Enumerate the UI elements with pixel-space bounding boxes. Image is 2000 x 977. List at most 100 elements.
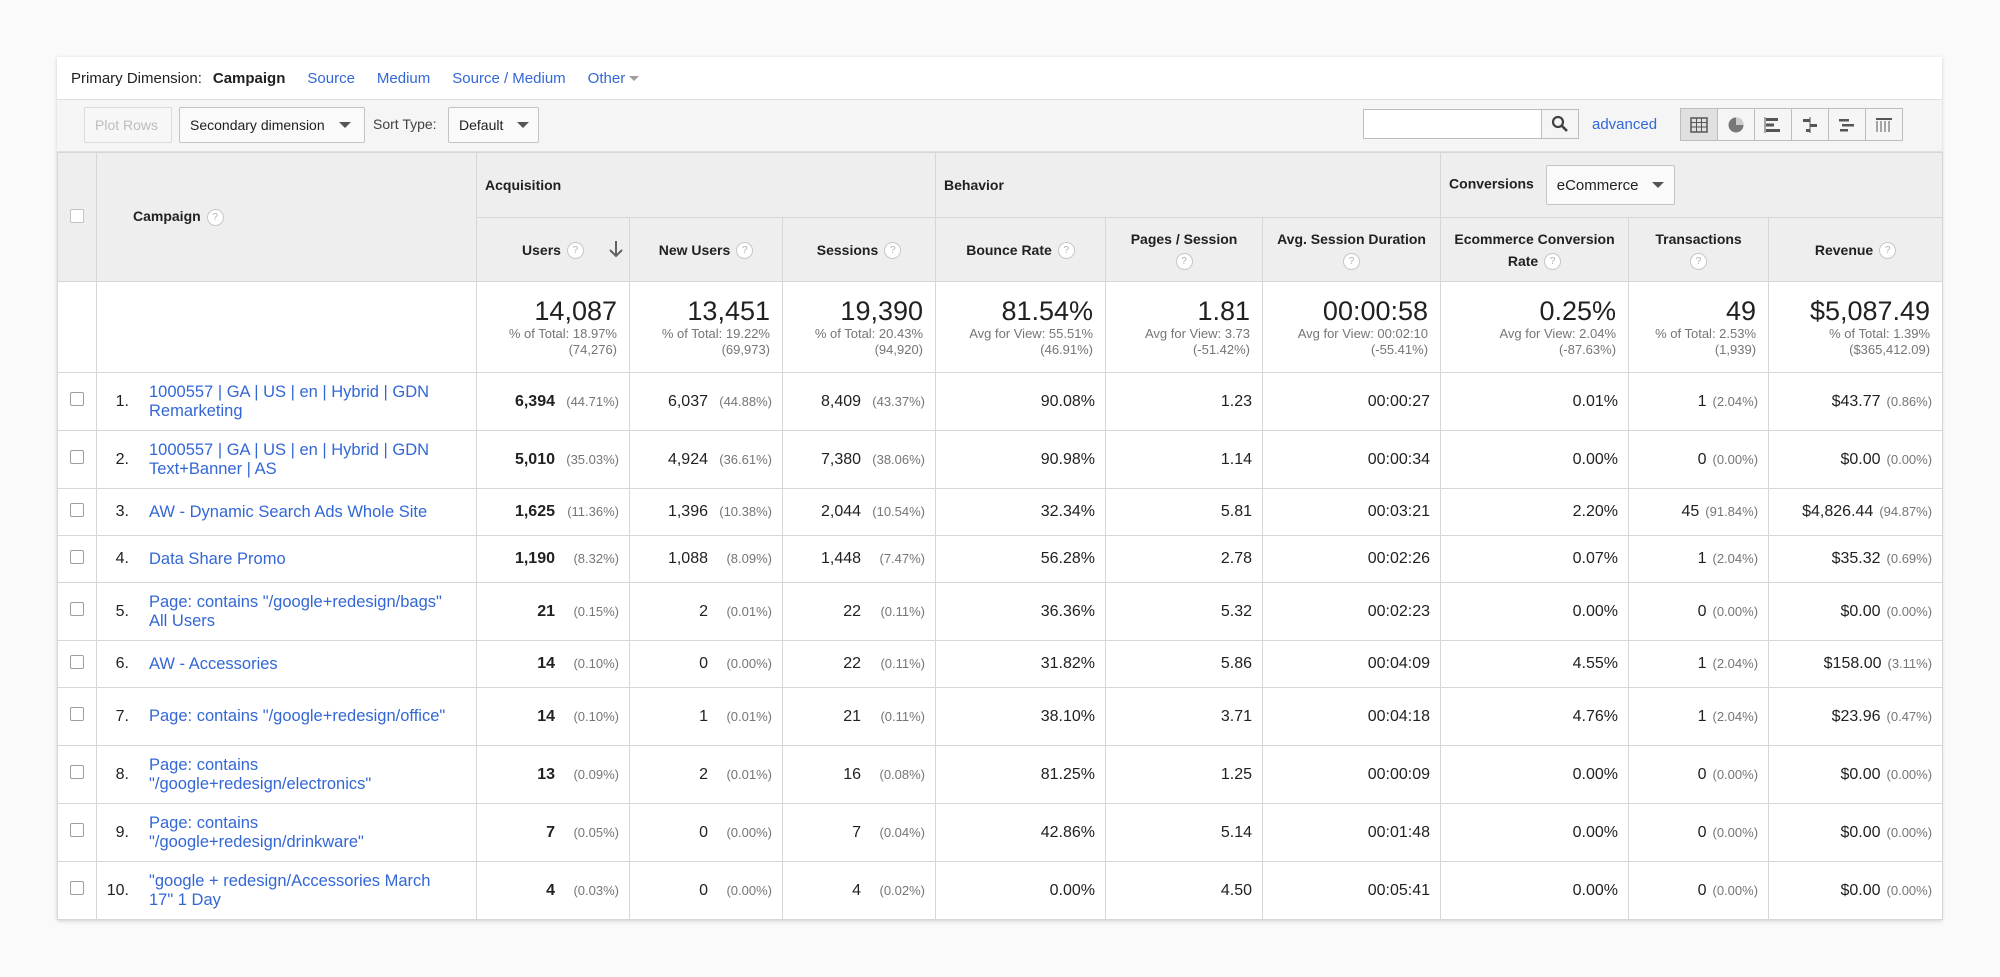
totals-new-users: 13,451% of Total: 19.22% (69,973) (629, 281, 783, 373)
help-icon[interactable]: ? (1690, 253, 1708, 271)
table-row: 1. 1000557 | GA | US | en | Hybrid | GDN … (57, 372, 1944, 431)
pivot-view-button[interactable] (1866, 109, 1902, 140)
campaign-link[interactable]: Page: contains "/google+redesign/electro… (149, 755, 372, 793)
revenue-value: $4,826.44 (1802, 503, 1874, 520)
new-users-cell: 1,396 (10.38%) (629, 488, 783, 536)
pages-session-cell: 2.78 (1105, 535, 1264, 583)
help-icon[interactable]: ? (206, 208, 224, 226)
help-icon[interactable]: ? (566, 242, 584, 260)
campaign-link[interactable]: Page: contains "/google+redesign/bags" A… (149, 592, 442, 630)
row-checkbox[interactable] (70, 823, 84, 837)
transactions-cell: 0 (0.00%) (1628, 430, 1770, 489)
users-value: 14 (537, 707, 555, 725)
comparison-view-icon (1803, 116, 1817, 133)
help-icon[interactable]: ? (884, 242, 902, 260)
help-icon[interactable]: ? (1343, 253, 1361, 271)
transactions-value: 1 (1697, 550, 1707, 567)
table-row: 10. "google + redesign/Accessories March … (57, 861, 1944, 920)
help-icon[interactable]: ? (1879, 242, 1897, 260)
secondary-dimension-dropdown[interactable]: Secondary dimension (179, 107, 365, 143)
row-checkbox[interactable] (70, 881, 84, 895)
new-users-cell: 2 (0.01%) (629, 745, 783, 804)
row-checkbox[interactable] (70, 392, 84, 406)
users-cell: 4 (0.03%) (476, 861, 630, 920)
row-checkbox[interactable] (70, 765, 84, 779)
totals-avg-session-duration: 00:00:58 Avg for View: 00:02:10 (-55.41%) (1262, 281, 1442, 373)
transactions-header-label: Transactions (1655, 230, 1742, 247)
row-number: 6. (115, 655, 129, 672)
conversion-rate-cell: 0.00% (1440, 745, 1630, 804)
users-value: 5,010 (514, 450, 555, 468)
campaign-link[interactable]: Page: contains "/google+redesign/drinkwa… (149, 813, 364, 851)
table-view-icon (1690, 116, 1708, 133)
dimension-other[interactable]: Other (588, 70, 640, 87)
advanced-filter-link[interactable]: advanced (1592, 116, 1658, 133)
term-cloud-icon (1839, 118, 1854, 131)
ecommerce-conversion-rate-column-header[interactable]: Ecommerce Conversion Rate? (1440, 217, 1630, 282)
conversions-goal-dropdown[interactable]: eCommerce (1545, 165, 1676, 205)
new-users-percent: (10.38%) (719, 504, 772, 519)
revenue-value: $43.77 (1831, 392, 1881, 410)
campaign-link[interactable]: 1000557 | GA | US | en | Hybrid | GDN Te… (149, 440, 430, 478)
dimension-source[interactable]: Source (307, 69, 355, 87)
transactions-cell: 0 (0.00%) (1628, 582, 1770, 641)
transactions-value: 45 (1681, 503, 1700, 520)
row-checkbox[interactable] (70, 549, 84, 564)
revenue-cell: $35.32 (0.69%) (1768, 535, 1944, 583)
dimension-medium[interactable]: Medium (376, 69, 431, 87)
pie-view-button[interactable] (1718, 109, 1755, 140)
table-search (1363, 109, 1579, 139)
row-checkbox[interactable] (70, 707, 84, 721)
help-icon[interactable]: ? (1544, 253, 1562, 271)
help-icon[interactable]: ? (1175, 253, 1193, 271)
campaign-link[interactable]: "google + redesign/Accessories March 17"… (149, 871, 431, 909)
plot-rows-button[interactable]: Plot Rows (84, 107, 172, 143)
sessions-percent: (0.04%) (879, 824, 926, 840)
dimension-source-medium[interactable]: Source / Medium (452, 69, 566, 87)
row-checkbox[interactable] (70, 450, 84, 464)
chevron-down-icon (517, 122, 530, 128)
campaign-cell: 7. Page: contains "/google+redesign/offic… (96, 687, 477, 746)
sessions-value: 7 (852, 823, 862, 841)
table-view-button[interactable] (1681, 109, 1718, 140)
help-icon[interactable]: ? (736, 242, 754, 260)
users-percent: (0.03%) (573, 882, 619, 898)
revenue-header-label: Revenue (1814, 241, 1874, 258)
revenue-column-header[interactable]: Revenue? (1768, 217, 1944, 282)
pages-session-column-header[interactable]: Pages / Session? (1105, 217, 1264, 282)
transactions-column-header[interactable]: Transactions? (1628, 217, 1770, 282)
sessions-column-header[interactable]: Sessions? (781, 217, 937, 282)
dimension-campaign[interactable]: Campaign (212, 69, 286, 87)
new-users-percent: (44.88%) (719, 393, 772, 409)
sessions-cell: 2,044 (10.54%) (781, 488, 937, 536)
term-cloud-button[interactable] (1829, 109, 1866, 140)
sort-type-dropdown[interactable]: Default (448, 107, 539, 143)
table-row: 4. Data Share Promo 1,190 (8.32%) 1,088 (8.09… (57, 535, 1944, 583)
campaign-link[interactable]: AW - Dynamic Search Ads Whole Site (149, 502, 428, 521)
users-percent: (0.09%) (573, 766, 619, 782)
select-all-checkbox[interactable] (70, 208, 84, 223)
row-checkbox[interactable] (70, 502, 84, 517)
transactions-cell: 0 (0.00%) (1628, 861, 1770, 920)
campaign-link[interactable]: Page: contains "/google+redesign/office" (149, 707, 446, 725)
campaign-link[interactable]: Data Share Promo (149, 549, 286, 568)
row-checkbox[interactable] (70, 654, 84, 669)
comparison-view-button[interactable] (1792, 109, 1829, 140)
transactions-value: 1 (1697, 392, 1707, 410)
users-column-header[interactable]: Users? (476, 217, 630, 282)
revenue-cell: $23.96 (0.47%) (1768, 687, 1944, 746)
pages-session-cell: 4.50 (1105, 861, 1264, 920)
revenue-percent: (0.00%) (1886, 603, 1933, 619)
search-button[interactable] (1541, 110, 1578, 138)
campaign-link[interactable]: AW - Accessories (149, 654, 278, 673)
help-icon[interactable]: ? (1057, 242, 1075, 260)
campaign-link[interactable]: 1000557 | GA | US | en | Hybrid | GDN Re… (149, 382, 430, 420)
avg-session-duration-column-header[interactable]: Avg. Session Duration? (1262, 217, 1442, 282)
bounce-rate-column-header[interactable]: Bounce Rate? (935, 217, 1107, 282)
campaign-cell: 3. AW - Dynamic Search Ads Whole Site (96, 488, 477, 536)
search-input[interactable] (1364, 110, 1541, 138)
new-users-column-header[interactable]: New Users? (629, 217, 783, 282)
bar-view-button[interactable] (1755, 109, 1792, 140)
row-checkbox[interactable] (70, 602, 84, 616)
totals-sessions: 19,390% of Total: 20.43% (94,920) (781, 281, 937, 373)
